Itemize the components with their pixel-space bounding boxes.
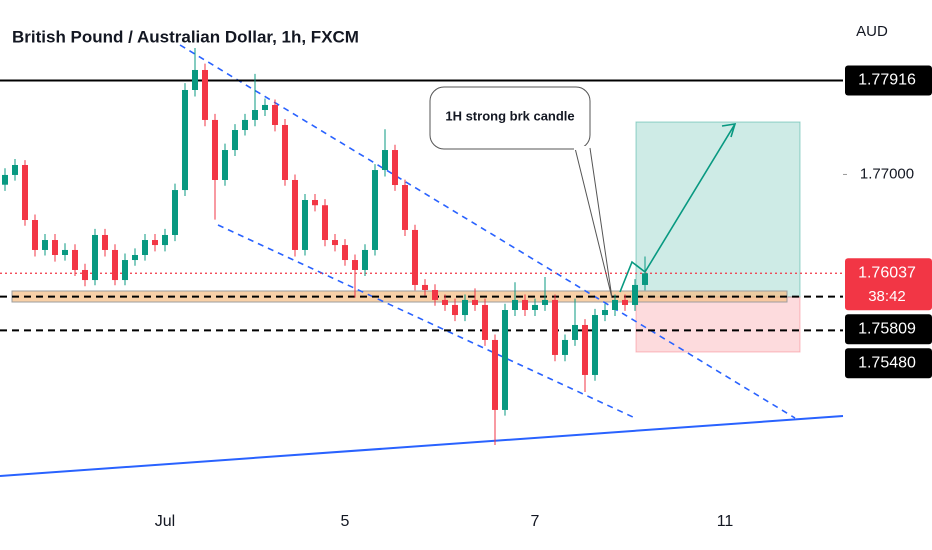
candle-body bbox=[62, 249, 68, 255]
candle-body bbox=[32, 220, 38, 250]
candle-body bbox=[312, 199, 318, 206]
candle-body bbox=[122, 260, 128, 281]
candle-body bbox=[82, 269, 88, 281]
x-tick-label: 5 bbox=[341, 513, 350, 530]
candle-body bbox=[612, 299, 618, 311]
candle-body bbox=[492, 339, 498, 410]
price-tag-label: 1.75809 bbox=[858, 320, 916, 337]
callout-join bbox=[574, 146, 589, 150]
candle-body bbox=[422, 284, 428, 290]
candle-body bbox=[132, 255, 138, 261]
candle-body bbox=[322, 205, 328, 241]
candle-body bbox=[72, 249, 78, 270]
candle-body bbox=[642, 273, 648, 285]
candle-body bbox=[22, 165, 28, 221]
projection-arrow bbox=[619, 123, 736, 293]
price-tag bbox=[845, 65, 932, 96]
trend-line bbox=[0, 415, 844, 477]
price-tag bbox=[845, 348, 932, 379]
candle-body bbox=[192, 69, 198, 90]
candle-body bbox=[582, 324, 588, 375]
candle-body bbox=[222, 150, 228, 180]
candle-body bbox=[272, 104, 278, 125]
candle-body bbox=[262, 104, 268, 111]
candle-body bbox=[362, 249, 368, 270]
callout-pointer bbox=[574, 147, 613, 299]
candle-body bbox=[382, 150, 388, 171]
price-tag-label: 1.76037 bbox=[858, 264, 916, 281]
candle-body bbox=[462, 299, 468, 316]
x-tick-label: 11 bbox=[717, 513, 734, 530]
candle-body bbox=[532, 304, 538, 311]
price-countdown: 38:42 bbox=[868, 288, 906, 305]
candle-body bbox=[112, 249, 118, 281]
candle-body bbox=[572, 324, 578, 340]
candle-body bbox=[452, 304, 458, 316]
candle-body bbox=[512, 299, 518, 311]
candle-body bbox=[182, 89, 188, 191]
candle-body bbox=[172, 190, 178, 235]
candle-body bbox=[602, 310, 608, 316]
candle-body bbox=[332, 240, 338, 246]
candle-body bbox=[342, 245, 348, 261]
x-tick-label: Jul bbox=[155, 513, 175, 530]
candle-body bbox=[102, 234, 108, 250]
price-tag-label: 1.75480 bbox=[858, 354, 916, 371]
candle-body bbox=[162, 234, 168, 246]
candle-body bbox=[52, 240, 58, 255]
candle-body bbox=[202, 69, 208, 120]
candle-body bbox=[152, 240, 158, 246]
candle-body bbox=[92, 234, 98, 281]
candle-body bbox=[392, 150, 398, 186]
candle-body bbox=[282, 124, 288, 180]
y-tick-label: 1.77000 bbox=[860, 165, 914, 182]
candle-body bbox=[482, 304, 488, 340]
candle-body bbox=[42, 240, 48, 250]
candle-body bbox=[622, 299, 628, 305]
callout-text: 1H strong brk candle bbox=[445, 108, 574, 123]
candle-body bbox=[632, 284, 638, 305]
channel-upper bbox=[179, 44, 796, 419]
candle-body bbox=[552, 299, 558, 355]
x-tick-label: 7 bbox=[531, 513, 540, 530]
candle-body bbox=[302, 199, 308, 250]
candle-body bbox=[402, 185, 408, 230]
candle-body bbox=[592, 315, 598, 375]
candle-body bbox=[412, 229, 418, 285]
stop-zone bbox=[635, 296, 801, 353]
candle-body bbox=[232, 130, 238, 151]
target-zone bbox=[635, 121, 801, 298]
candle-body bbox=[2, 174, 8, 185]
candle-body bbox=[432, 289, 438, 300]
candle-body bbox=[212, 119, 218, 180]
callout-box bbox=[429, 86, 591, 150]
candle-body bbox=[12, 165, 18, 175]
candle-body bbox=[562, 339, 568, 355]
price-tag-label: 1.77916 bbox=[858, 72, 916, 89]
price-tag bbox=[845, 314, 932, 345]
candle-body bbox=[472, 299, 478, 305]
candle-body bbox=[252, 110, 258, 120]
candle-body bbox=[142, 240, 148, 255]
candle-body bbox=[522, 299, 528, 311]
candle-body bbox=[292, 179, 298, 250]
axis-unit: AUD bbox=[856, 23, 888, 40]
candle-body bbox=[372, 170, 378, 250]
candle-body bbox=[352, 260, 358, 270]
arrow-head bbox=[721, 123, 737, 138]
price-tag bbox=[845, 258, 932, 311]
candle-body bbox=[242, 119, 248, 131]
candle-body bbox=[442, 299, 448, 305]
candle-body bbox=[542, 299, 548, 305]
chart-title: British Pound / Australian Dollar, 1h, F… bbox=[12, 27, 359, 46]
candle-body bbox=[502, 310, 508, 410]
